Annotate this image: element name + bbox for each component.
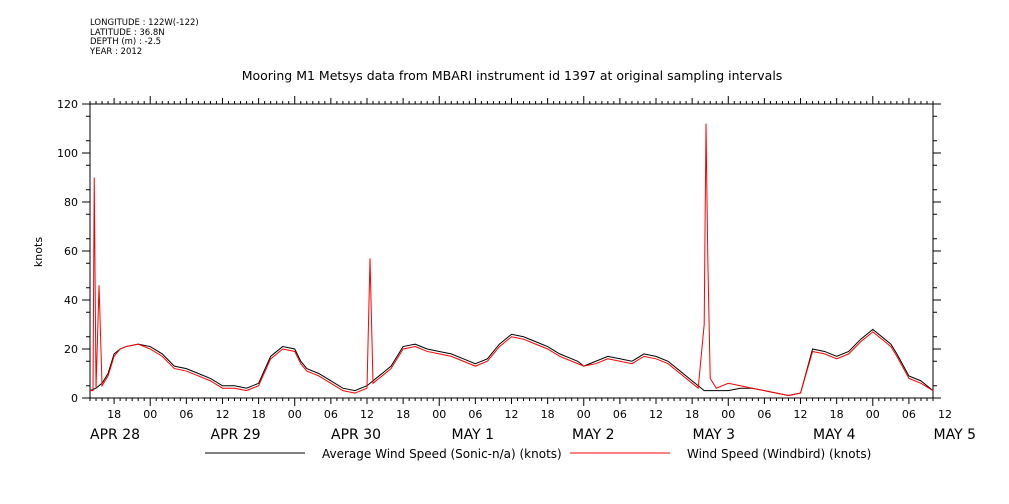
- depth-label: DEPTH (m) : -2.5: [90, 37, 162, 47]
- legend-label-windbird: Wind Speed (Windbird) (knots): [687, 447, 871, 461]
- y-tick-label: 0: [71, 392, 78, 405]
- y-axis-label: knots: [32, 237, 45, 267]
- x-hour-label: 06: [468, 408, 482, 421]
- series-line-0: [89, 328, 934, 397]
- plot-title: Mooring M1 Metsys data from MBARI instru…: [242, 68, 783, 83]
- axes-layer: 0 20 40 60 80 100 120 18 00 06 12 18 00 06 12 18 00 06 12 1…: [57, 96, 976, 443]
- x-date-label: MAY 5: [934, 427, 976, 443]
- x-hour-label: 18: [252, 408, 266, 421]
- x-date-label: MAY 4: [813, 427, 856, 443]
- x-hour-label: 06: [324, 408, 338, 421]
- x-hour-label: 00: [866, 408, 880, 421]
- y-tick-label: 60: [64, 245, 78, 258]
- x-hour-label: 18: [830, 408, 844, 421]
- x-hour-label: 00: [721, 408, 735, 421]
- x-hour-label: 06: [179, 408, 193, 421]
- x-hour-label: 18: [396, 408, 410, 421]
- x-date-label: APR 28: [90, 427, 140, 443]
- latitude-label: LATITUDE : 36.8N: [90, 27, 165, 38]
- x-hour-label: 18: [685, 408, 699, 421]
- plot-frame: [89, 103, 934, 399]
- y-tick-label: 120: [57, 98, 78, 111]
- legend: Average Wind Speed (Sonic-n/a) (knots) W…: [205, 447, 871, 461]
- x-hour-label: 12: [938, 408, 952, 421]
- metadata-block: LONGITUDE : 122W(-122) LATITUDE : 36.8N …: [90, 18, 199, 57]
- x-hour-label: 12: [649, 408, 663, 421]
- x-hour-label: 12: [360, 408, 374, 421]
- y-tick-label: 100: [57, 147, 78, 160]
- y-tick-label: 80: [64, 196, 78, 209]
- year-label: YEAR : 2012: [90, 46, 143, 57]
- x-hour-label: 12: [215, 408, 229, 421]
- legend-label-average: Average Wind Speed (Sonic-n/a) (knots): [322, 447, 562, 461]
- x-hour-label: 06: [757, 408, 771, 421]
- x-date-label: MAY 1: [452, 427, 494, 443]
- series-layer: [89, 123, 934, 397]
- x-date-label: MAY 3: [693, 427, 735, 443]
- y-tick-label: 40: [64, 294, 78, 307]
- series-line-1: [90, 123, 934, 397]
- x-hour-label: 18: [107, 408, 121, 421]
- x-hour-label: 00: [577, 408, 591, 421]
- y-tick-label: 20: [64, 343, 78, 356]
- x-date-label: MAY 2: [572, 427, 614, 443]
- x-date-label: APR 30: [331, 427, 381, 443]
- x-hour-label: 12: [794, 408, 808, 421]
- x-hour-label: 00: [432, 408, 446, 421]
- x-hour-label: 00: [143, 408, 157, 421]
- x-hour-label: 06: [613, 408, 627, 421]
- x-hour-label: 18: [541, 408, 555, 421]
- x-hour-label: 12: [505, 408, 519, 421]
- x-date-label: APR 29: [211, 427, 261, 443]
- x-hour-label: 06: [902, 408, 916, 421]
- x-hour-label: 00: [288, 408, 302, 421]
- longitude-label: LONGITUDE : 122W(-122): [90, 18, 199, 28]
